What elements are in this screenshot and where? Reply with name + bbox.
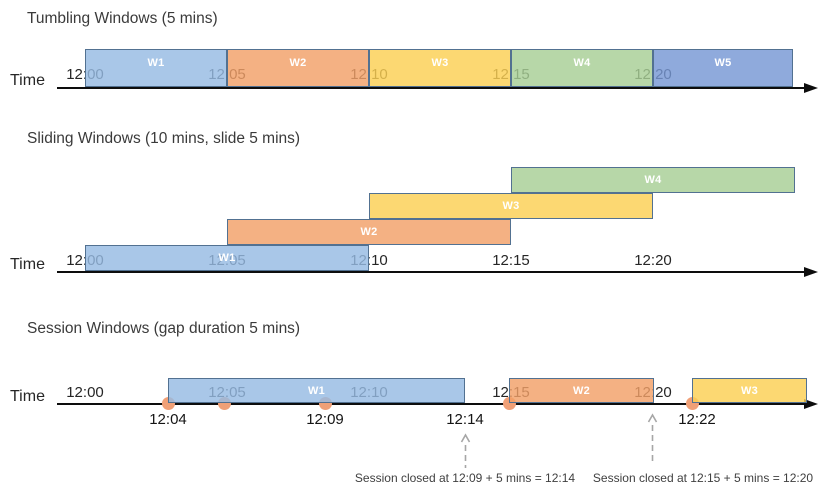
window-label: W5 — [714, 57, 732, 69]
session-time-axis-label: Time — [10, 388, 45, 405]
event-time-label-1214: 12:14 — [446, 411, 484, 428]
sliding-section-title: Sliding Windows (10 mins, slide 5 mins) — [27, 130, 301, 147]
tumbling-timeline-arrowhead-icon — [804, 83, 818, 93]
sliding-time-axis-label: Time — [10, 256, 45, 273]
session-timeline — [57, 403, 806, 405]
tumbling-time-axis-label: Time — [10, 72, 45, 89]
window-label: W3 — [502, 200, 520, 212]
window-label: W1 — [307, 384, 326, 397]
tumbling-window-w5: W5 — [653, 49, 793, 87]
tumbling-timeline — [57, 87, 806, 89]
sliding-window-w4: W4 — [511, 167, 795, 193]
window-label: W2 — [360, 226, 378, 238]
window-label: W1 — [147, 57, 165, 69]
session-tick-1200: 12:00 — [66, 384, 104, 401]
window-label: W1 — [218, 252, 236, 264]
sliding-window-w3: W3 — [369, 193, 653, 219]
event-time-label-1204: 12:04 — [149, 411, 187, 428]
session-timeline-arrowhead-icon — [804, 399, 818, 409]
annotation-arrow-up-icon — [460, 433, 471, 468]
tumbling-window-w3: W3 — [369, 49, 511, 87]
sliding-timeline-arrowhead-icon — [804, 267, 818, 277]
window-label: W3 — [740, 384, 759, 397]
window-label: W4 — [644, 174, 662, 186]
tumbling-section-title: Tumbling Windows (5 mins) — [27, 10, 218, 27]
session-closed-annotation-1: Session closed at 12:09 + 5 mins = 12:14 — [354, 471, 576, 485]
sliding-timeline — [57, 271, 806, 273]
window-label: W4 — [573, 57, 591, 69]
tumbling-window-w1: W1 — [85, 49, 227, 87]
window-label: W3 — [431, 57, 449, 69]
event-time-label-1222: 12:22 — [678, 411, 716, 428]
session-closed-annotation-2: Session closed at 12:15 + 5 mins = 12:20 — [592, 471, 814, 485]
sliding-window-w2: W2 — [227, 219, 511, 245]
tumbling-window-w2: W2 — [227, 49, 369, 87]
window-label: W2 — [289, 57, 307, 69]
session-window-w3: W3 — [692, 378, 807, 403]
session-section-title: Session Windows (gap duration 5 mins) — [27, 320, 301, 337]
tumbling-window-w4: W4 — [511, 49, 653, 87]
sliding-window-w1: W1 — [85, 245, 369, 271]
session-window-w2: W2 — [509, 378, 654, 403]
sliding-tick-1220: 12:20 — [634, 252, 672, 269]
annotation-arrow-up-icon — [647, 413, 658, 461]
sliding-tick-1215: 12:15 — [492, 252, 530, 269]
window-label: W2 — [572, 384, 591, 397]
event-time-label-1209: 12:09 — [306, 411, 344, 428]
session-window-w1: W1 — [168, 378, 465, 403]
